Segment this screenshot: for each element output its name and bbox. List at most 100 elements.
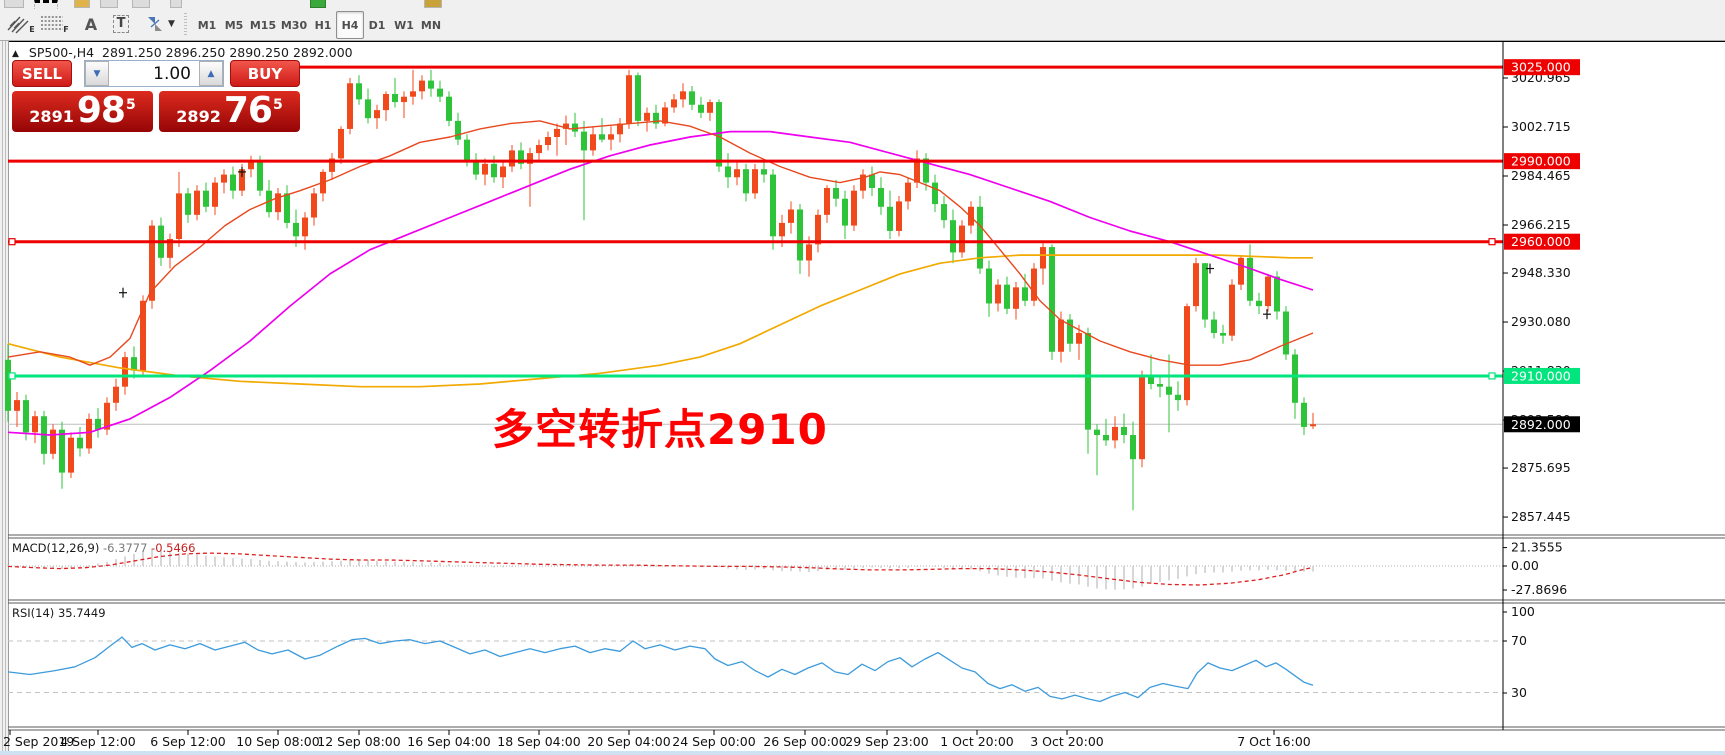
price-tick-label: 3002.715 — [1511, 119, 1571, 134]
candle-up — [806, 244, 812, 261]
candle-down — [464, 139, 470, 162]
candle-down — [392, 94, 398, 103]
candle-down — [5, 359, 11, 411]
date-label: 26 Sep 00:00 — [763, 734, 846, 749]
candle-down — [428, 80, 434, 89]
candle-down — [131, 357, 137, 371]
macd-scale-label: -27.8696 — [1511, 582, 1567, 597]
candle-up — [779, 222, 785, 237]
tab-timeframe-m5[interactable]: M5 — [224, 18, 244, 32]
tool-glyph: F — [63, 24, 69, 34]
candle-down — [977, 206, 983, 269]
candle-down — [887, 206, 893, 231]
line-handle[interactable] — [8, 238, 16, 246]
candle-down — [599, 134, 605, 140]
equidistant-channel-icon[interactable]: E — [6, 11, 36, 37]
candle-up — [1112, 426, 1118, 441]
bid-price-panel[interactable]: 2891 98 5 — [12, 91, 153, 132]
candle-up — [1076, 332, 1082, 344]
tool-glyph: A — [84, 14, 98, 34]
tab-timeframe-m15[interactable]: M15 — [249, 18, 277, 32]
candle-down — [635, 75, 641, 121]
toolbar-separator — [184, 13, 187, 37]
cutoff-icon — [4, 0, 24, 8]
candle-down — [572, 123, 578, 132]
arrows-tool-icon[interactable]: ▼ — [140, 11, 180, 37]
macd-signal-value: -0.5466 — [151, 541, 196, 555]
plus-marker — [119, 287, 127, 298]
tab-timeframe-h4[interactable]: H4 — [336, 11, 364, 39]
candle-down — [446, 96, 452, 121]
candle-up — [176, 193, 182, 240]
collapse-arrow-icon[interactable]: ▲ — [12, 49, 19, 59]
candle-up — [32, 416, 38, 433]
volume-input[interactable] — [109, 61, 199, 86]
tab-timeframe-m1[interactable]: M1 — [197, 18, 217, 32]
candle-down — [1256, 300, 1262, 307]
price-tick-label: 2930.080 — [1511, 314, 1571, 329]
candle-up — [905, 182, 911, 202]
tab-timeframe-w1[interactable]: W1 — [394, 18, 414, 32]
price-badge — [1504, 233, 1580, 250]
line-handle[interactable] — [8, 372, 16, 380]
volume-decrease-button[interactable]: ▼ — [85, 61, 109, 86]
tab-timeframe-h1[interactable]: H1 — [314, 18, 332, 32]
candle-down — [761, 169, 767, 175]
candle-up — [788, 209, 794, 223]
tab-timeframe-mn[interactable]: MN — [420, 18, 442, 32]
fibonacci-icon[interactable]: F — [40, 11, 70, 37]
candle-up — [824, 187, 830, 215]
macd-signal-line — [7, 552, 1314, 586]
candle-down — [185, 193, 191, 215]
candle-up — [644, 112, 650, 121]
price-tick-label: 2857.445 — [1511, 509, 1571, 524]
ohlc-open: 2891.250 — [102, 45, 162, 60]
candle-down — [797, 209, 803, 261]
candle-down — [770, 174, 776, 237]
macd-histogram — [7, 549, 1314, 590]
cutoff-icon — [132, 0, 150, 8]
candle-up — [671, 99, 677, 108]
candle-down — [203, 190, 209, 207]
price-badge — [1504, 416, 1580, 433]
candle-up — [608, 134, 614, 140]
text-icon[interactable]: A — [76, 11, 106, 37]
candle-down — [725, 166, 731, 178]
sell-button[interactable]: SELL — [12, 60, 72, 87]
candle-up — [140, 300, 146, 371]
tab-timeframe-d1[interactable]: D1 — [368, 18, 386, 32]
candle-up — [1193, 263, 1199, 307]
window-bottom-edge — [0, 751, 1725, 755]
candle-up — [896, 201, 902, 231]
ask-price-panel[interactable]: 2892 76 5 — [159, 91, 300, 132]
volume-increase-button[interactable]: ▲ — [199, 61, 223, 86]
candle-up — [617, 123, 623, 135]
tab-timeframe-m30[interactable]: M30 — [280, 18, 308, 32]
date-label: 1 Oct 20:00 — [940, 734, 1014, 749]
candle-up — [851, 190, 857, 226]
candle-up — [338, 128, 344, 159]
cutoff-icon — [424, 0, 442, 8]
tool-glyph: T — [112, 15, 130, 33]
text-label-icon[interactable]: T — [106, 11, 136, 37]
buy-button[interactable]: BUY — [230, 60, 300, 87]
candle-down — [1022, 287, 1028, 301]
candle-down — [1274, 276, 1280, 312]
candle-down — [950, 220, 956, 253]
line-handle[interactable] — [1488, 238, 1496, 246]
candle-down — [1292, 354, 1298, 403]
candle-up — [482, 163, 488, 175]
candle-down — [77, 437, 83, 449]
rsi-value: 35.7449 — [57, 606, 106, 620]
candle-down — [869, 174, 875, 188]
candle-up — [383, 94, 389, 111]
chart-toolbar: E F A T ▼ M1 M5 M15 M30 H1 — [0, 9, 1725, 41]
line-handle[interactable] — [1488, 372, 1496, 380]
candle-up — [1265, 276, 1271, 307]
candle-down — [689, 91, 695, 105]
candle-down — [1283, 311, 1289, 355]
plus-marker — [1206, 263, 1214, 274]
ask-price-sup: 5 — [272, 97, 283, 113]
candle-up — [50, 429, 56, 454]
